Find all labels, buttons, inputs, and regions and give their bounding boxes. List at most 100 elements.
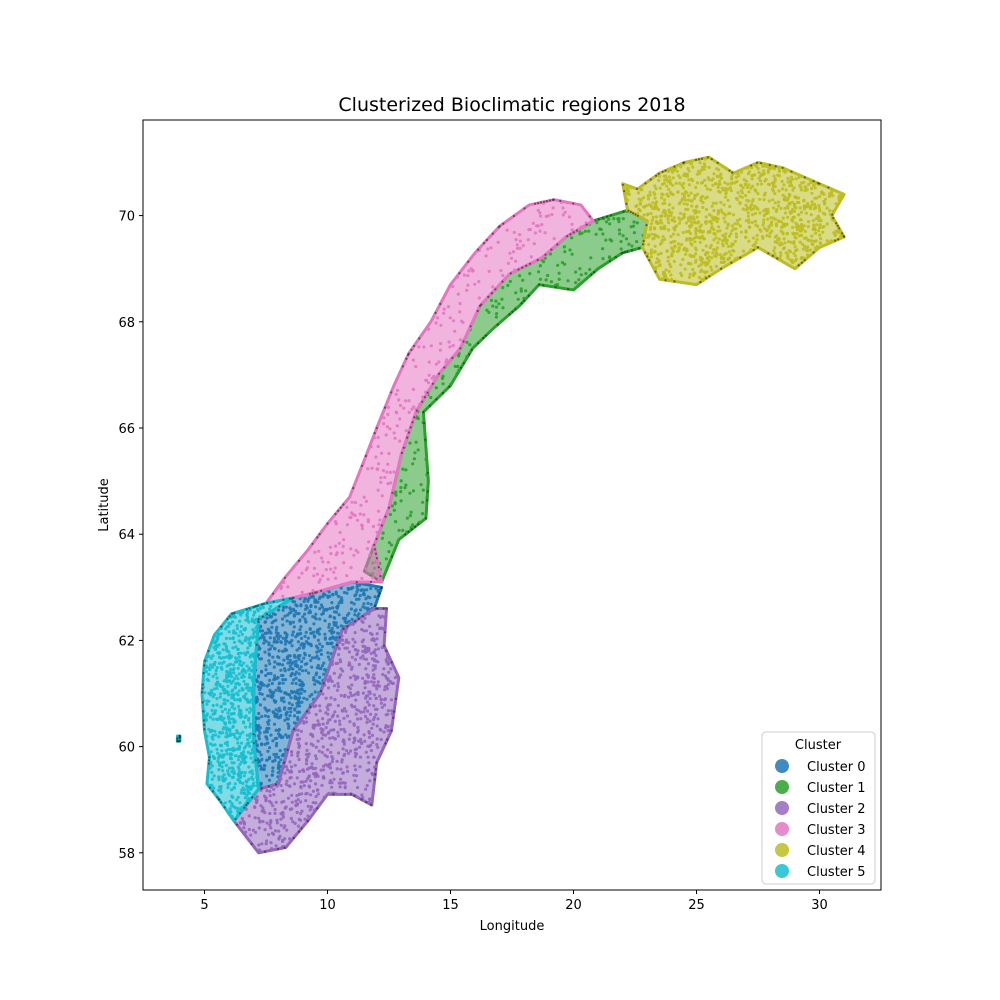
data-point [537,270,541,274]
data-point [257,848,261,852]
data-point [549,280,554,284]
data-point [486,247,490,251]
data-point [630,244,634,248]
data-point [222,773,226,777]
data-point [729,253,733,257]
data-point [215,703,219,707]
data-point [375,572,379,577]
data-point [468,343,472,347]
data-point [304,669,308,673]
data-point [366,755,370,759]
coast-point [426,471,429,474]
data-point [745,198,749,202]
data-point [393,436,397,440]
data-point [494,315,498,319]
data-point [717,179,722,183]
data-point [817,219,821,223]
data-point [311,723,315,727]
data-point [209,750,213,754]
coast-point [208,756,211,759]
data-point [270,644,274,648]
data-point [361,676,365,680]
data-point [314,605,318,609]
data-point [276,637,280,641]
data-point [275,634,279,638]
data-point [360,640,364,644]
data-point [385,676,389,680]
data-point [295,632,300,636]
data-point [413,451,417,455]
data-point [770,181,775,185]
data-point [790,210,794,214]
data-point [278,709,282,713]
data-point [376,717,380,721]
data-point [315,572,320,576]
data-point [668,262,672,266]
data-point [736,222,740,226]
data-point [372,676,376,681]
data-point [341,638,345,642]
data-point [247,733,252,737]
data-point [608,222,612,226]
data-point [294,676,298,680]
data-point [300,669,305,673]
data-point [226,699,230,703]
data-point [278,681,282,685]
data-point [380,451,384,455]
data-point [414,440,418,444]
data-point [374,659,378,663]
data-point [747,190,751,194]
data-point [689,254,693,258]
data-point [699,268,704,272]
coast-point [413,416,416,419]
data-point [733,239,738,243]
data-point [213,647,218,652]
coast-point [385,649,388,652]
data-point [336,681,340,686]
data-point [213,743,217,747]
coast-point [392,716,395,720]
data-point [811,219,816,223]
data-point [294,799,298,803]
data-point [789,183,794,188]
data-point [247,666,252,670]
data-point [277,728,281,733]
data-point [667,187,671,192]
data-point [812,202,817,206]
data-point [330,755,334,759]
data-point [367,703,371,707]
data-point [244,670,248,675]
data-point [231,749,235,753]
data-point [834,202,838,206]
data-point [289,770,294,774]
data-point [671,240,675,244]
coast-point [261,615,264,618]
data-point [352,773,356,777]
data-point [390,504,394,508]
coast-point [252,733,255,736]
data-point [372,718,376,722]
data-point [297,576,301,580]
data-point [666,194,670,198]
data-point [207,699,211,703]
data-point [321,692,325,696]
coast-point [624,251,627,254]
data-point [371,664,375,668]
data-point [451,344,455,348]
data-point [278,749,282,753]
data-point [791,231,795,235]
data-point [485,308,489,312]
data-point [725,238,729,242]
data-point [222,698,226,702]
data-point [733,222,737,226]
data-point [307,775,311,779]
data-point [791,188,795,192]
data-point [338,722,342,727]
data-point [751,236,756,240]
data-point [756,192,760,196]
data-point [251,690,255,694]
data-point [252,667,256,671]
data-point [762,218,766,222]
data-point [374,713,378,717]
data-point [818,226,822,230]
